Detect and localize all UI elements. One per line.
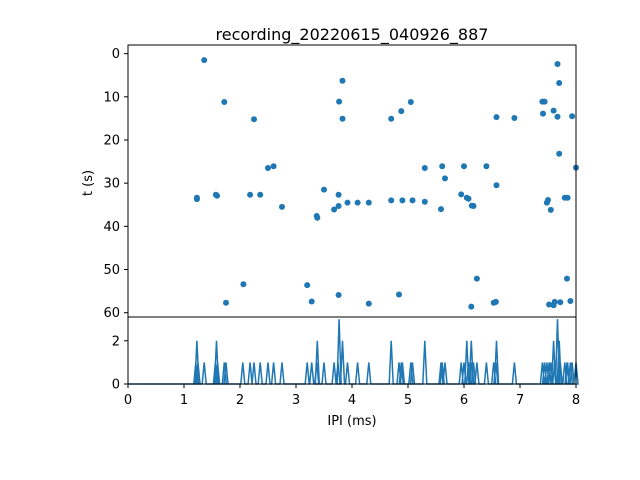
scatter-point xyxy=(407,99,414,105)
scatter-point xyxy=(546,301,553,308)
scatter-point xyxy=(399,197,406,204)
scatter-point xyxy=(458,191,465,198)
scatter-point xyxy=(493,114,500,121)
scatter-point xyxy=(365,300,372,307)
x-axis-label: IPI (ms) xyxy=(327,414,376,429)
scatter-point xyxy=(388,197,395,204)
x-tick-label: 5 xyxy=(404,393,412,408)
scatter-point xyxy=(564,194,571,201)
scatter-point xyxy=(550,107,557,114)
scatter-point xyxy=(223,299,229,306)
scatter-point xyxy=(270,163,277,170)
scatter-point xyxy=(545,197,551,203)
scatter-point xyxy=(564,275,570,282)
histogram-plot-frame xyxy=(127,316,577,385)
scatter-point xyxy=(214,192,220,199)
scatter-point xyxy=(396,291,402,298)
scatter-point xyxy=(569,113,576,120)
scatter-panel: recording_20220615_040926_887 0 10 20 30 40 5… xyxy=(81,25,579,321)
histogram-y-tick-label: 2 xyxy=(112,334,120,349)
scatter-point xyxy=(221,99,228,105)
scatter-point xyxy=(201,57,208,64)
scatter-point xyxy=(439,163,446,170)
scatter-point xyxy=(354,199,361,206)
scatter-point xyxy=(335,292,342,298)
scatter-point xyxy=(308,298,315,305)
scatter-point xyxy=(461,163,467,170)
scatter-point xyxy=(468,303,475,310)
scatter-point xyxy=(442,175,448,182)
scatter-point xyxy=(421,198,428,205)
scatter-point xyxy=(554,113,561,120)
x-tick-label: 0 xyxy=(124,393,132,408)
scatter-point xyxy=(554,61,561,67)
scatter-point xyxy=(336,98,343,105)
scatter-point xyxy=(335,203,342,209)
scatter-points xyxy=(193,57,579,310)
scatter-point xyxy=(339,115,346,122)
scatter-point xyxy=(492,298,499,305)
x-tick-label: 8 xyxy=(572,393,580,408)
scatter-point xyxy=(398,108,405,115)
y-tick-label: 60 xyxy=(103,306,120,321)
scatter-point xyxy=(409,197,416,204)
scatter-point xyxy=(265,165,271,171)
x-tick-label: 6 xyxy=(460,393,468,408)
scatter-point xyxy=(547,206,554,213)
scatter-point xyxy=(247,191,254,198)
y-tick-label: 30 xyxy=(103,177,120,192)
scatter-point xyxy=(279,203,285,210)
x-tick-label: 7 xyxy=(516,393,524,408)
scatter-point xyxy=(421,165,428,171)
y-tick-label: 10 xyxy=(103,90,120,105)
y-axis-label: t (s) xyxy=(81,170,96,196)
scatter-point xyxy=(438,206,444,213)
scatter-point xyxy=(304,282,311,289)
scatter-point xyxy=(240,281,247,288)
scatter-point xyxy=(541,98,548,105)
chart-title: recording_20220615_040926_887 xyxy=(216,25,489,45)
y-axis-ticks: 0 10 20 30 40 50 60 xyxy=(103,47,128,321)
scatter-point xyxy=(344,199,351,206)
scatter-point xyxy=(251,116,257,123)
scatter-point xyxy=(493,182,500,189)
scatter-point xyxy=(556,80,563,86)
x-tick-label: 1 xyxy=(180,393,188,408)
scatter-point xyxy=(193,196,200,203)
y-tick-label: 40 xyxy=(103,220,120,235)
scatter-point xyxy=(257,191,264,198)
scatter-point xyxy=(331,206,338,213)
x-axis-ticks: 0 1 2 3 4 5 6 7 8 xyxy=(124,384,580,408)
scatter-point xyxy=(339,77,346,84)
x-tick-label: 3 xyxy=(292,393,300,408)
scatter-point xyxy=(511,115,518,121)
scatter-point xyxy=(473,275,480,282)
histogram-y-tick-label: 0 xyxy=(112,378,120,393)
scatter-point xyxy=(335,191,342,198)
scatter-point xyxy=(365,199,372,206)
scatter-point xyxy=(567,298,574,304)
x-tick-label: 2 xyxy=(236,393,244,408)
scatter-point xyxy=(483,163,490,170)
x-tick-label: 4 xyxy=(348,393,356,408)
scatter-point xyxy=(540,110,546,117)
scatter-point xyxy=(557,299,564,306)
scatter-point xyxy=(314,214,321,221)
y-tick-label: 50 xyxy=(103,263,120,278)
y-tick-label: 20 xyxy=(103,133,120,148)
scatter-point xyxy=(388,115,395,122)
scatter-point xyxy=(321,186,327,193)
scatter-point xyxy=(551,298,558,305)
histogram-y-axis-ticks: 02 xyxy=(112,334,128,393)
scatter-point xyxy=(556,150,563,157)
scatter-point xyxy=(465,195,472,202)
scatter-point xyxy=(470,203,477,209)
y-tick-label: 0 xyxy=(112,47,120,62)
